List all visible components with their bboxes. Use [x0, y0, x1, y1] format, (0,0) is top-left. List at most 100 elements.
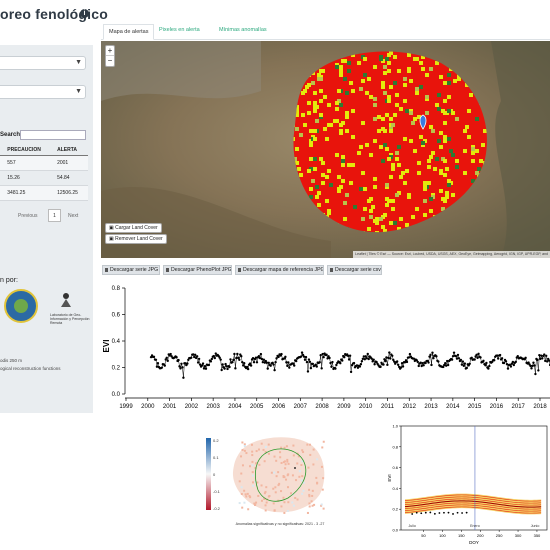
- data-point: [292, 362, 295, 365]
- table-header-cell[interactable]: [0, 145, 6, 156]
- anomaly-pixel: [260, 484, 263, 487]
- table-cell: [0, 185, 6, 201]
- data-point: [444, 362, 447, 365]
- download-series-jpg-button[interactable]: Descargar serie JPG: [102, 265, 160, 275]
- x-tick-label: 2017: [512, 404, 526, 410]
- precaution-pixel: [341, 179, 345, 183]
- precaution-pixel: [313, 129, 317, 133]
- info-icon[interactable]: i: [80, 9, 89, 18]
- data-point: [334, 367, 337, 370]
- search-input[interactable]: [20, 130, 86, 140]
- select-region[interactable]: ▼: [0, 56, 86, 70]
- alert-map[interactable]: + − ▣ Cargar Land Cover ▣ Remover Land C…: [101, 41, 550, 258]
- map-canvas[interactable]: [101, 41, 550, 258]
- data-point: [286, 364, 289, 368]
- data-point: [325, 353, 328, 356]
- data-point: [257, 354, 261, 358]
- precaution-pixel: [397, 163, 401, 167]
- data-point: [307, 358, 311, 361]
- tab-pixeles-en-alerta[interactable]: Pixeles en alerta: [159, 27, 200, 33]
- remove-land-cover-button[interactable]: ▣ Remover Land Cover: [105, 234, 167, 244]
- precaution-pixel: [317, 203, 321, 207]
- precaution-pixel: [339, 123, 343, 127]
- select-variable[interactable]: ▼: [0, 85, 86, 99]
- precaution-pixel: [387, 95, 391, 99]
- table-header-cell[interactable]: PRECAUCION: [5, 145, 56, 156]
- x-tick-label: 1999: [119, 404, 133, 410]
- precaution-pixel: [295, 113, 299, 117]
- precaution-pixel: [373, 139, 377, 143]
- download-series-csv-button[interactable]: Descargar serie csv: [327, 265, 382, 275]
- x-tick-label: 350: [534, 533, 541, 538]
- download-phenoplot-jpg-button[interactable]: Descargar PhenoPlot JPG: [163, 265, 232, 275]
- table-header-cell[interactable]: ALERTA: [55, 145, 88, 156]
- precaution-pixel: [391, 207, 395, 211]
- precaution-pixel: [367, 227, 371, 231]
- precaution-pixel: [471, 159, 475, 163]
- data-point: [156, 362, 160, 365]
- zoom-out-button[interactable]: −: [107, 56, 113, 65]
- anomaly-pixel: [264, 490, 267, 493]
- precaution-pixel: [425, 95, 429, 99]
- anomaly-pixel: [272, 487, 275, 490]
- anomaly-pixel: [284, 463, 287, 466]
- sidebar: ▼ ▼ Search: PRECAUCION ALERTA 557 2001: [0, 45, 93, 413]
- x-tick-label: 2003: [206, 404, 220, 410]
- data-point: [242, 364, 245, 367]
- tab-minimas-anomalias[interactable]: Mínimas anomalías: [219, 27, 267, 33]
- x-tick-label: 2011: [381, 404, 395, 410]
- precaution-pixel: [437, 107, 441, 111]
- precaution-pixel: [445, 191, 449, 195]
- data-point: [241, 360, 244, 364]
- colorbar-label: 0.1: [213, 455, 219, 460]
- observation-point: [420, 512, 423, 515]
- precaution-pixel: [397, 69, 401, 73]
- data-point: [311, 362, 315, 366]
- previous-page-button[interactable]: Previous: [18, 213, 38, 219]
- data-point: [364, 355, 367, 358]
- x-tick-label: 2018: [533, 404, 547, 410]
- precaution-pixel: [405, 109, 409, 113]
- x-tick-label: 2005: [250, 404, 264, 410]
- precaution-pixel: [477, 167, 481, 171]
- anomaly-pixel: [280, 461, 283, 464]
- data-point: [201, 362, 205, 365]
- table-cell: 2001: [55, 155, 88, 171]
- next-page-button[interactable]: Next: [68, 213, 79, 219]
- tab-mapa-de-alertas[interactable]: Mapa de alertas: [103, 24, 155, 40]
- data-point: [267, 361, 270, 364]
- zoom-in-button[interactable]: +: [106, 46, 114, 56]
- precaution-pixel: [447, 109, 451, 113]
- precaution-pixel: [415, 87, 419, 91]
- table-cell: 15.26: [5, 170, 56, 186]
- precaution-pixel: [315, 195, 319, 199]
- precaution-pixel: [385, 203, 389, 207]
- precaution-pixel: [403, 137, 407, 141]
- data-point: [401, 365, 405, 368]
- data-point: [463, 362, 467, 365]
- anomaly-pixel: [308, 488, 311, 491]
- map-marker-icon[interactable]: [419, 114, 427, 130]
- download-reference-map-jpg-button[interactable]: Descargar mapa de referencia JPG: [235, 265, 324, 275]
- precaution-pixel: [335, 101, 339, 105]
- data-point: [300, 351, 304, 354]
- precaution-pixel: [391, 163, 395, 167]
- anomaly-pixel: [282, 476, 285, 479]
- anomaly-pixel: [301, 475, 304, 478]
- data-point: [527, 361, 530, 364]
- y-tick-label: 0.0: [392, 528, 398, 533]
- data-point: [255, 361, 259, 364]
- data-point: [392, 358, 395, 362]
- page-number-button[interactable]: 1: [48, 209, 61, 222]
- precaution-pixel: [395, 93, 399, 97]
- load-land-cover-button[interactable]: ▣ Cargar Land Cover: [105, 223, 162, 233]
- data-point: [362, 355, 366, 358]
- anomaly-pixel: [241, 441, 244, 444]
- precaution-pixel: [447, 73, 451, 77]
- precaution-pixel: [351, 89, 355, 93]
- data-point: [476, 356, 479, 360]
- data-point: [220, 368, 223, 372]
- anomaly-pixel: [310, 500, 313, 503]
- precaution-pixel: [315, 119, 319, 123]
- y-tick-label: 0.4: [392, 486, 398, 491]
